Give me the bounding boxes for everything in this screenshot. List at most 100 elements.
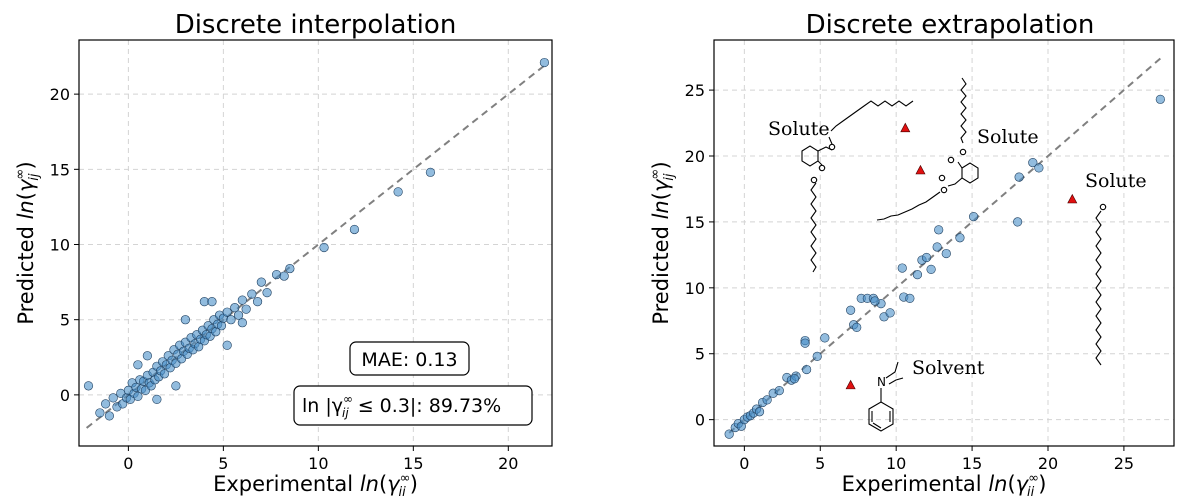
data-point xyxy=(934,225,944,235)
y-tick-label: 10 xyxy=(50,236,70,255)
y-axis-label: Predicted ln(γ∞ij) xyxy=(648,161,677,324)
data-point xyxy=(802,364,812,375)
x-tick-label: 10 xyxy=(886,454,906,473)
data-point xyxy=(142,351,152,361)
data-point xyxy=(95,408,105,418)
data-point xyxy=(820,333,830,343)
data-point xyxy=(104,411,114,421)
points-right xyxy=(724,94,1165,439)
data-point xyxy=(171,381,181,391)
data-point xyxy=(100,399,111,409)
data-point xyxy=(1155,94,1165,104)
data-point xyxy=(262,288,272,298)
y-tick-label: 15 xyxy=(50,160,70,179)
data-point xyxy=(941,248,951,259)
y-tick-label: 20 xyxy=(685,147,705,166)
extrapolation-chart: 0 5 10 15 20 25 0 5 10 15 20 25 Discrete extrapolat… xyxy=(648,10,1175,499)
solvent-structure: N xyxy=(868,361,904,432)
solute-label-left: Solute xyxy=(768,118,830,140)
x-axis-label: Experimental ln(γ∞ ii) xyxy=(213,471,418,499)
solute-label-right: Solute xyxy=(1085,170,1147,192)
data-point xyxy=(180,315,190,325)
data-point xyxy=(955,233,965,243)
data-point xyxy=(133,391,143,401)
data-point xyxy=(237,318,247,328)
data-point xyxy=(774,386,784,396)
mae-text: MAE: 0.13 xyxy=(361,349,457,371)
plot-frame xyxy=(713,39,1175,447)
data-point xyxy=(724,429,734,439)
data-point xyxy=(897,263,907,273)
data-point xyxy=(349,224,360,235)
data-point xyxy=(271,269,282,280)
data-point xyxy=(222,340,232,350)
data-point xyxy=(969,212,979,222)
grid-right xyxy=(714,40,1174,446)
x-tick-label: 25 xyxy=(1114,454,1134,473)
x-tick-label: 15 xyxy=(962,454,982,473)
ticks-right: 0 5 10 15 20 25 0 5 10 15 20 25 xyxy=(685,81,1134,473)
data-point xyxy=(912,270,923,280)
data-point xyxy=(1014,172,1024,182)
y-tick-label: 10 xyxy=(685,279,705,298)
y-tick-label: 0 xyxy=(60,386,70,405)
data-point xyxy=(207,297,217,307)
data-point xyxy=(1028,157,1038,168)
data-point xyxy=(279,271,289,281)
solute-structure-left xyxy=(801,100,914,273)
data-point xyxy=(230,303,240,313)
plot-frame xyxy=(78,39,553,447)
data-point xyxy=(233,310,244,320)
x-tick-label: 0 xyxy=(739,454,749,473)
data-point xyxy=(256,277,266,287)
x-tick-label: 15 xyxy=(403,454,423,473)
solvent-label: Solvent xyxy=(912,357,985,379)
data-point xyxy=(216,321,227,331)
y-axis-label: Predicted ln(γ∞ij) xyxy=(13,161,42,324)
ticks-left: 0 5 10 15 20 0 5 10 15 20 xyxy=(50,85,519,473)
data-point xyxy=(932,242,942,252)
x-tick-label: 5 xyxy=(815,454,825,473)
accuracy-box: ln |γ∞ ij ≤ 0.3|: 89.73% xyxy=(293,385,533,426)
x-tick-label: 5 xyxy=(218,454,228,473)
data-point xyxy=(83,381,94,391)
data-point xyxy=(393,187,403,197)
data-point xyxy=(159,369,170,379)
x-tick-label: 0 xyxy=(123,454,133,473)
x-axis-label: Experimental ln(γ∞ ii) xyxy=(842,471,1047,499)
y-tick-label: 25 xyxy=(685,81,705,100)
y-tick-label: 5 xyxy=(695,345,705,364)
data-point xyxy=(885,308,895,318)
data-point xyxy=(539,57,550,68)
y-tick-label: 0 xyxy=(695,411,705,430)
x-tick-label: 10 xyxy=(308,454,328,473)
y-tick-label: 20 xyxy=(50,85,70,104)
highlight-point xyxy=(900,122,911,133)
data-point xyxy=(226,315,236,325)
x-tick-label: 20 xyxy=(1038,454,1058,473)
data-point xyxy=(319,242,329,253)
y-tick-label: 15 xyxy=(685,213,705,232)
x-tick-label: 20 xyxy=(498,454,518,473)
solute-label-middle: Solute xyxy=(977,126,1039,148)
solute-structure-right xyxy=(1095,203,1107,366)
data-point xyxy=(1013,217,1023,227)
data-point xyxy=(905,293,915,303)
data-point xyxy=(1034,163,1044,173)
data-point xyxy=(762,395,772,405)
nitrogen-atom: N xyxy=(877,375,886,389)
data-point xyxy=(108,393,118,403)
data-point xyxy=(800,338,810,348)
data-point xyxy=(252,297,263,307)
highlight-point xyxy=(915,164,926,175)
data-point xyxy=(852,322,862,332)
highlight-point xyxy=(1067,193,1078,204)
data-point xyxy=(921,252,932,263)
data-point xyxy=(870,296,880,306)
points-left xyxy=(83,57,550,421)
data-point xyxy=(425,167,436,177)
data-point xyxy=(247,289,257,299)
data-point xyxy=(754,407,765,417)
